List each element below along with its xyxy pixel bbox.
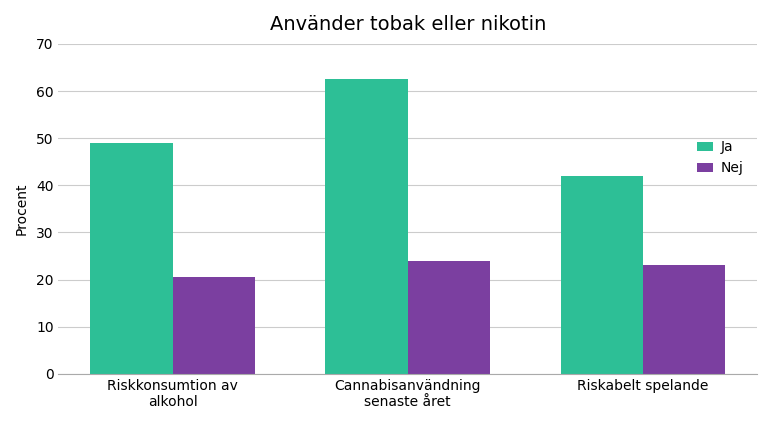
Bar [172,277,255,374]
Bar [325,79,408,374]
Bar [560,176,643,374]
Y-axis label: Procent: Procent [15,183,29,235]
Title: Använder tobak eller nikotin: Använder tobak eller nikotin [269,15,546,34]
Legend: Ja, Nej: Ja, Nej [689,133,750,182]
Bar [408,261,490,374]
Bar [90,143,172,374]
Bar [643,265,725,374]
